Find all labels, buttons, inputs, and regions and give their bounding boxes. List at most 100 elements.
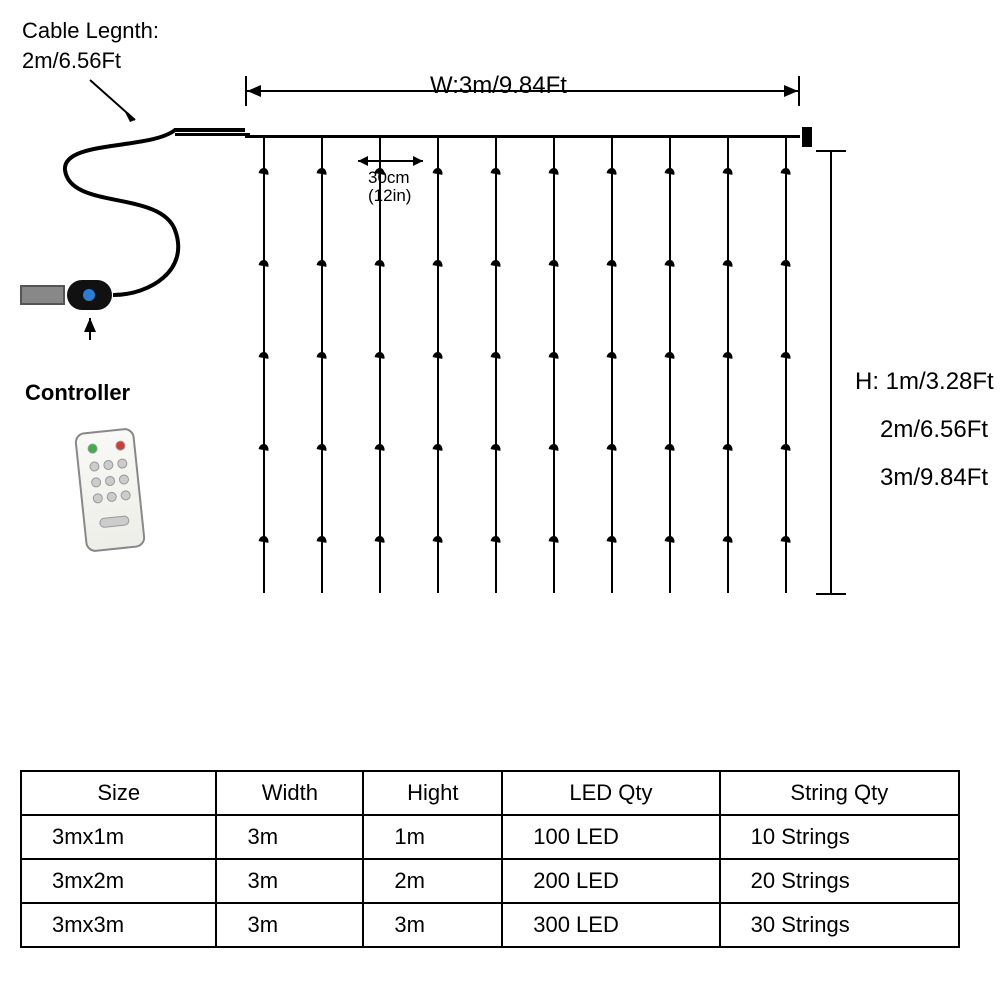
- table-cell: 3m: [216, 859, 363, 903]
- light-string: [321, 138, 323, 593]
- bulb-icon: [375, 259, 386, 267]
- cable-length-label-2: 2m/6.56Ft: [22, 48, 121, 74]
- bulb-icon: [433, 535, 444, 543]
- light-string: [495, 138, 497, 593]
- light-string: [669, 138, 671, 593]
- col-stringqty: String Qty: [720, 771, 959, 815]
- bulb-icon: [665, 535, 676, 543]
- bulb-icon: [781, 259, 792, 267]
- col-height: Hight: [363, 771, 502, 815]
- bulb-icon: [665, 351, 676, 359]
- table-cell: 3mx1m: [21, 815, 216, 859]
- bulb-icon: [607, 535, 618, 543]
- light-string: [611, 138, 613, 593]
- bulb-icon: [607, 167, 618, 175]
- spacing-label-1: 30cm: [368, 168, 410, 188]
- bulb-icon: [317, 443, 328, 451]
- bulb-icon: [259, 351, 270, 359]
- table-header-row: Size Width Hight LED Qty String Qty: [21, 771, 959, 815]
- height-label-1: H: 1m/3.28Ft: [855, 368, 994, 396]
- bulb-icon: [259, 535, 270, 543]
- light-string: [263, 138, 265, 593]
- spacing-dimension-bar: [358, 160, 423, 162]
- table-cell: 200 LED: [502, 859, 719, 903]
- spec-table: Size Width Hight LED Qty String Qty 3mx1…: [20, 770, 960, 948]
- bulb-icon: [607, 443, 618, 451]
- bulb-icon: [549, 351, 560, 359]
- spacing-label-2: (12in): [368, 186, 411, 206]
- bulb-icon: [723, 535, 734, 543]
- bulb-icon: [781, 351, 792, 359]
- bulb-icon: [607, 351, 618, 359]
- light-string: [785, 138, 787, 593]
- bulb-icon: [375, 443, 386, 451]
- bulb-icon: [723, 259, 734, 267]
- controller-label: Controller: [25, 380, 130, 406]
- bulb-icon: [433, 443, 444, 451]
- table-cell: 300 LED: [502, 903, 719, 947]
- col-width: Width: [216, 771, 363, 815]
- bulb-icon: [433, 167, 444, 175]
- light-string: [727, 138, 729, 593]
- light-string: [553, 138, 555, 593]
- table-cell: 100 LED: [502, 815, 719, 859]
- remote-icon: [74, 427, 146, 553]
- col-ledqty: LED Qty: [502, 771, 719, 815]
- height-label-2: 2m/6.56Ft: [880, 416, 988, 444]
- table-cell: 3m: [363, 903, 502, 947]
- bulb-icon: [317, 535, 328, 543]
- table-cell: 3m: [216, 903, 363, 947]
- bulb-icon: [317, 167, 328, 175]
- light-string: [379, 138, 381, 593]
- bulb-icon: [549, 535, 560, 543]
- cable-to-curtain: [175, 133, 250, 136]
- table-row: 3mx1m3m1m100 LED10 Strings: [21, 815, 959, 859]
- table-row: 3mx2m3m2m200 LED20 Strings: [21, 859, 959, 903]
- bulb-icon: [665, 167, 676, 175]
- bulb-icon: [375, 351, 386, 359]
- bulb-icon: [491, 443, 502, 451]
- height-label-3: 3m/9.84Ft: [880, 464, 988, 492]
- bulb-icon: [375, 535, 386, 543]
- bulb-icon: [549, 259, 560, 267]
- bulb-icon: [665, 259, 676, 267]
- table-cell: 30 Strings: [720, 903, 959, 947]
- bulb-icon: [259, 259, 270, 267]
- curtain-diagram: [245, 135, 800, 595]
- bulb-icon: [781, 535, 792, 543]
- bulb-icon: [723, 351, 734, 359]
- bulb-icon: [317, 351, 328, 359]
- bulb-icon: [781, 443, 792, 451]
- bulb-icon: [665, 443, 676, 451]
- bulb-icon: [433, 351, 444, 359]
- table-cell: 1m: [363, 815, 502, 859]
- width-dimension-label: W:3m/9.84Ft: [430, 72, 567, 100]
- bulb-icon: [781, 167, 792, 175]
- bulb-icon: [491, 167, 502, 175]
- usb-plug-icon: [20, 285, 65, 305]
- cable-length-label-1: Cable Legnth:: [22, 18, 159, 44]
- bulb-icon: [549, 443, 560, 451]
- col-size: Size: [21, 771, 216, 815]
- table-row: 3mx3m3m3m300 LED30 Strings: [21, 903, 959, 947]
- bulb-icon: [491, 351, 502, 359]
- bulb-icon: [723, 443, 734, 451]
- table-cell: 10 Strings: [720, 815, 959, 859]
- bulb-icon: [317, 259, 328, 267]
- table-cell: 3mx3m: [21, 903, 216, 947]
- bulb-icon: [549, 167, 560, 175]
- light-string: [437, 138, 439, 593]
- bulb-icon: [607, 259, 618, 267]
- curtain-top-bar: [245, 135, 800, 138]
- bulb-icon: [491, 259, 502, 267]
- table-cell: 3m: [216, 815, 363, 859]
- bulb-icon: [723, 167, 734, 175]
- table-cell: 3mx2m: [21, 859, 216, 903]
- bulb-icon: [491, 535, 502, 543]
- curtain-endcap: [802, 127, 812, 147]
- table-cell: 20 Strings: [720, 859, 959, 903]
- controller-box-icon: [67, 280, 112, 310]
- bulb-icon: [259, 443, 270, 451]
- table-cell: 2m: [363, 859, 502, 903]
- bulb-icon: [259, 167, 270, 175]
